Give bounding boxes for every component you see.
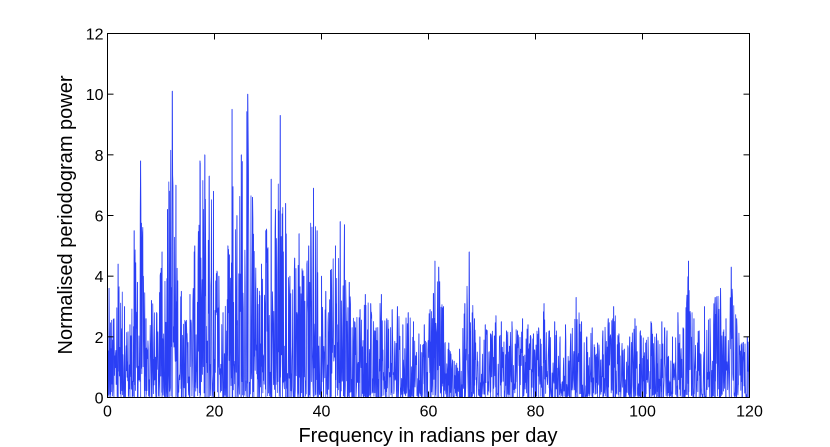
x-tick-label: 80 [527,404,545,421]
x-tick-label: 40 [313,404,331,421]
y-tick-label: 4 [95,269,104,286]
tick-layer: 0 20 40 60 80 100 120 0 2 4 6 8 10 12 [86,27,763,421]
y-tick-label: 2 [95,330,104,347]
y-tick-label: 0 [95,391,104,408]
x-axis-label: Frequency in radians per day [298,425,557,447]
x-tick-label: 100 [629,404,656,421]
periodogram-series-line [107,90,750,398]
series-layer [107,90,750,398]
y-tick-label: 6 [95,209,104,226]
y-tick-label: 10 [86,87,104,104]
y-tick-label: 8 [95,148,104,165]
x-tick-label: 120 [736,404,763,421]
y-tick-label: 12 [86,27,104,44]
x-tick-label: 60 [420,404,438,421]
x-tick-label: 0 [103,404,112,421]
y-axis-label: Normalised periodogram power [55,75,77,354]
x-tick-label: 20 [206,404,224,421]
